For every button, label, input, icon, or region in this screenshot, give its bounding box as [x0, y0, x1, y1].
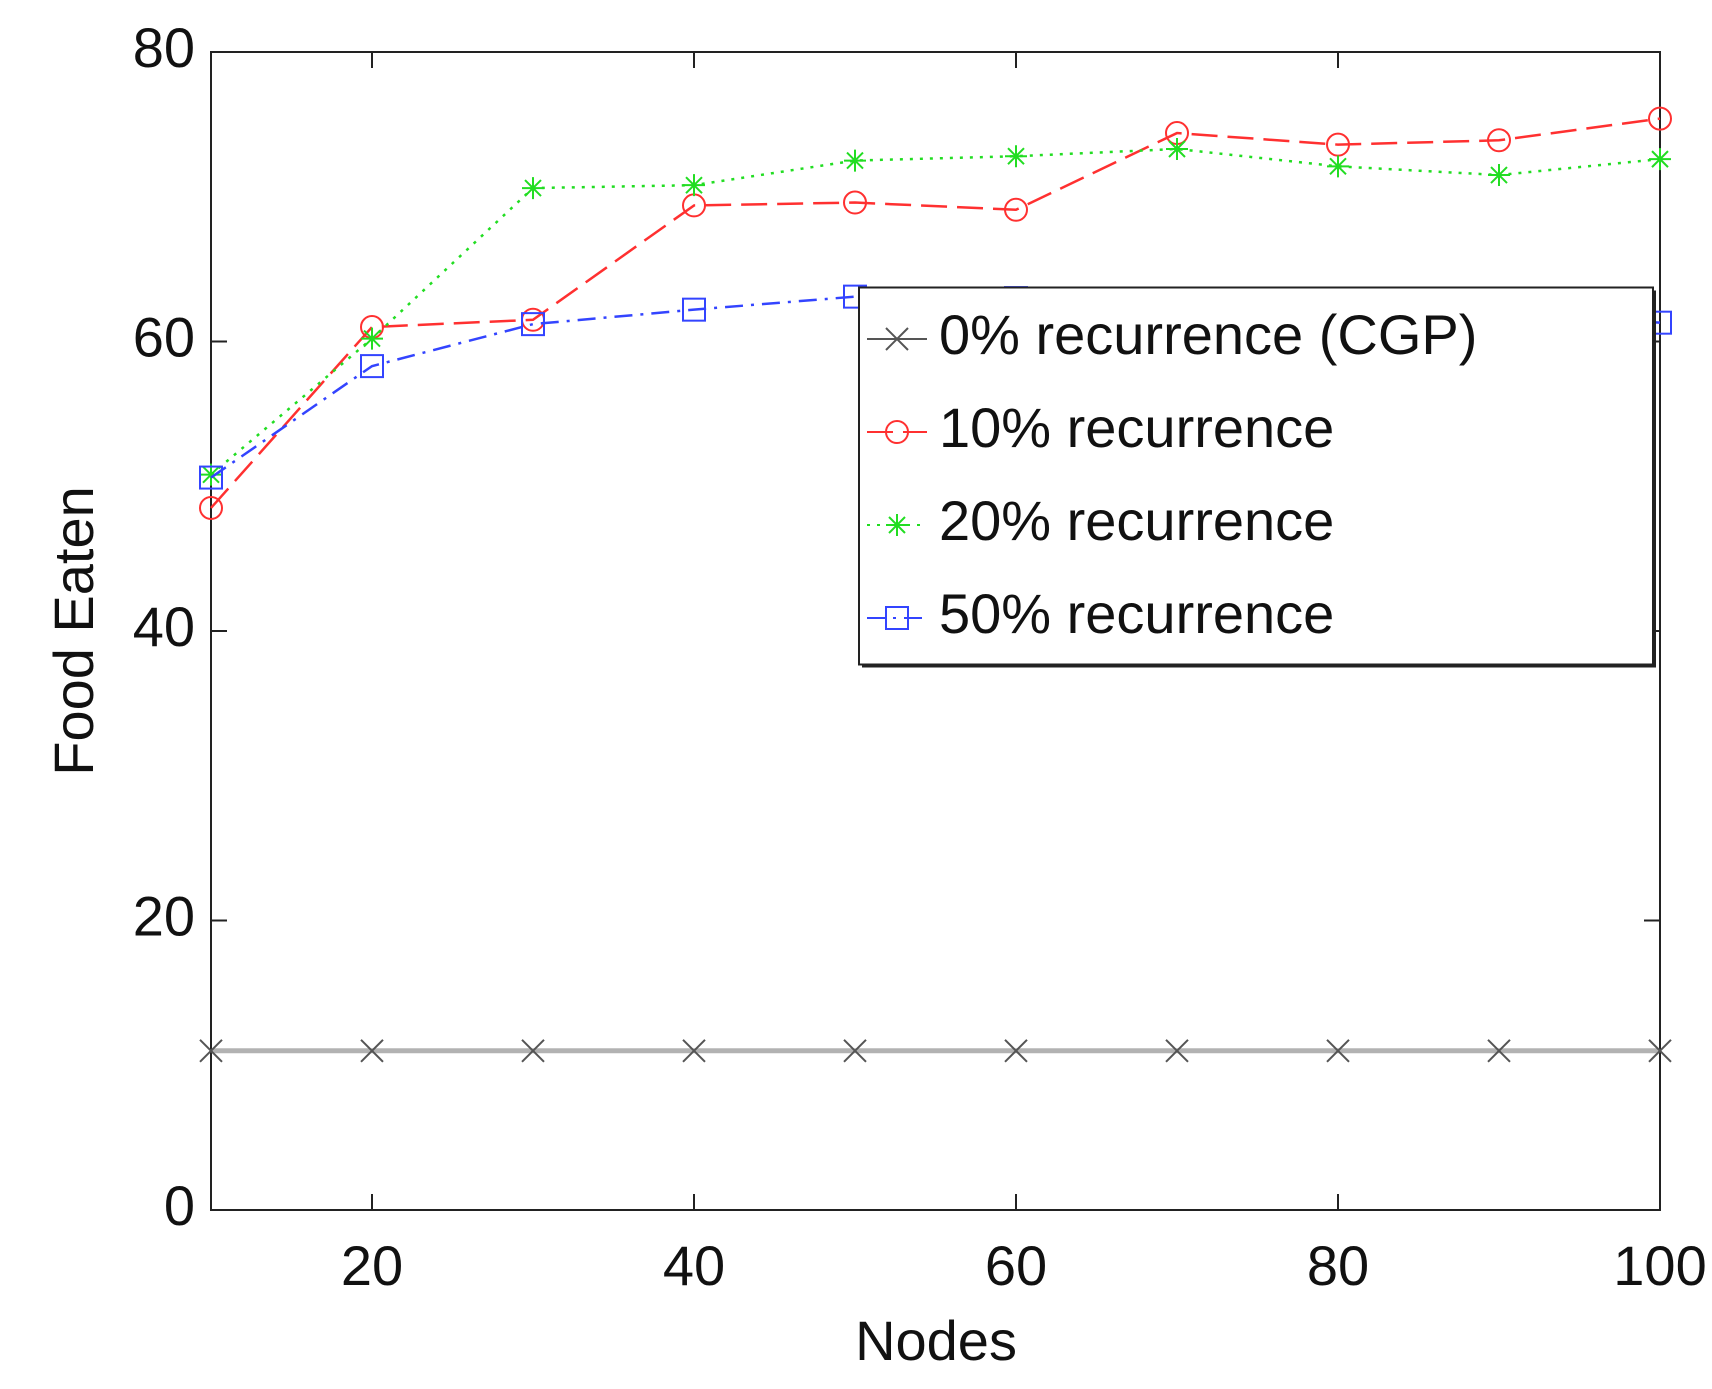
marker — [885, 327, 909, 351]
x-tick-label: 40 — [663, 1234, 725, 1297]
marker — [843, 1039, 867, 1063]
marker — [360, 1039, 384, 1063]
marker — [1005, 145, 1027, 168]
marker — [1487, 128, 1511, 153]
marker — [199, 465, 223, 490]
x-tick-label: 60 — [985, 1234, 1047, 1297]
x-tick-label: 80 — [1307, 1234, 1369, 1297]
marker — [199, 1039, 223, 1063]
x-axis-label: Nodes — [855, 1309, 1017, 1372]
marker — [1488, 164, 1510, 187]
marker — [1327, 155, 1349, 178]
marker — [1165, 1039, 1189, 1063]
legend: 0% recurrence (CGP) 10% recurrence 20% rec… — [858, 286, 1656, 668]
marker — [1166, 137, 1188, 160]
marker — [1649, 148, 1671, 171]
legend-label: 10% recurrence — [939, 396, 1334, 459]
marker — [200, 463, 222, 486]
marker — [1326, 1039, 1350, 1063]
marker — [844, 149, 866, 172]
marker — [1487, 1039, 1511, 1063]
legend-label: 50% recurrence — [939, 582, 1334, 645]
marker — [1004, 197, 1028, 222]
marker — [843, 190, 867, 215]
marker — [1004, 1039, 1028, 1063]
marker — [1648, 1039, 1672, 1063]
series-line — [210, 147, 1661, 476]
marker — [1648, 106, 1672, 131]
marker — [361, 327, 383, 350]
marker — [682, 297, 706, 322]
marker — [885, 420, 909, 444]
series-line — [210, 117, 1661, 509]
y-tick-label: 60 — [133, 305, 195, 368]
y-tick-label: 20 — [133, 884, 195, 947]
marker — [885, 606, 909, 630]
y-tick-label: 80 — [133, 16, 195, 79]
marker — [199, 495, 223, 520]
legend-label: 20% recurrence — [939, 489, 1334, 552]
x-tick-label: 100 — [1613, 1234, 1706, 1297]
marker — [886, 514, 908, 536]
legend-label: 0% recurrence (CGP) — [939, 303, 1477, 366]
marker — [521, 1039, 545, 1063]
marker — [682, 1039, 706, 1063]
marker — [521, 312, 545, 337]
x-tick-label: 20 — [341, 1234, 403, 1297]
marker — [522, 177, 544, 200]
y-axis-label: Food Eaten — [42, 486, 105, 776]
legend-box — [858, 286, 1654, 666]
y-tick-label: 0 — [164, 1174, 195, 1237]
y-tick-label: 40 — [133, 595, 195, 658]
marker — [360, 354, 384, 379]
marker — [683, 174, 705, 197]
